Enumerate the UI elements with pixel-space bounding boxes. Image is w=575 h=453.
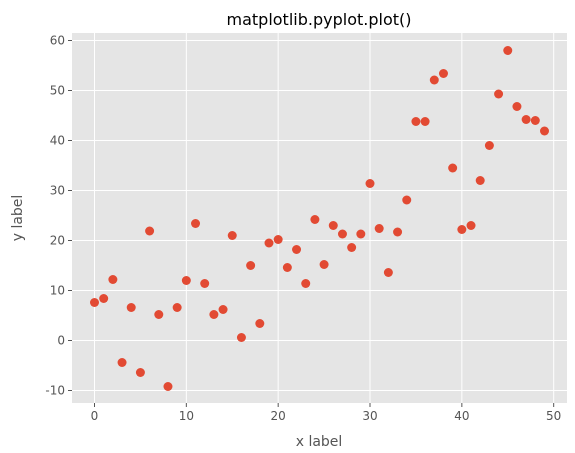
data-point: [191, 219, 201, 228]
data-point: [530, 116, 540, 125]
x-tick-label: 50: [546, 409, 561, 423]
data-point: [337, 229, 347, 239]
y-tick-label: 40: [50, 134, 65, 148]
data-point: [411, 117, 421, 126]
data-point: [466, 221, 476, 230]
y-tick-label: 50: [50, 84, 65, 98]
grid-lines: [72, 33, 567, 403]
data-point: [255, 319, 265, 328]
x-tick-label: 30: [362, 409, 377, 423]
data-point: [328, 221, 338, 230]
data-point: [319, 260, 329, 269]
data-point: [356, 229, 366, 239]
data-point: [99, 294, 109, 303]
y-tick-label: 0: [57, 334, 65, 348]
data-point: [126, 303, 136, 312]
data-point: [181, 276, 191, 285]
chart-title: matplotlib.pyplot.plot(): [227, 10, 412, 29]
data-points: [90, 46, 549, 391]
tick-marks: 0 10 20 30 40 50 -10 0 10 20 30 40 50 60: [45, 34, 561, 424]
data-point: [402, 195, 412, 205]
data-point: [117, 358, 127, 367]
x-axis-label: x label: [296, 434, 343, 450]
data-point: [246, 261, 256, 270]
data-point: [347, 243, 357, 252]
data-point: [154, 310, 164, 319]
data-point: [145, 226, 155, 236]
x-tick-label: 0: [91, 409, 99, 423]
data-point: [90, 298, 99, 307]
y-tick-label: 30: [50, 184, 65, 198]
x-tick-label: 40: [454, 409, 469, 423]
data-point: [521, 115, 531, 124]
data-point: [273, 235, 283, 244]
y-tick-label: 20: [50, 234, 65, 248]
data-point: [135, 368, 145, 377]
data-point: [209, 310, 219, 319]
data-point: [512, 102, 522, 111]
data-point: [393, 227, 403, 237]
data-point: [540, 126, 549, 136]
data-point: [494, 89, 504, 99]
data-point: [236, 333, 246, 342]
data-point: [264, 238, 274, 248]
data-point: [448, 163, 458, 173]
data-point: [282, 263, 292, 272]
data-point: [503, 46, 513, 55]
y-tick-label: -10: [45, 384, 65, 398]
data-point: [163, 382, 173, 391]
data-point: [301, 279, 311, 288]
data-point: [420, 117, 430, 126]
data-point: [374, 224, 384, 233]
data-point: [108, 275, 118, 284]
data-point: [365, 179, 375, 188]
data-point: [475, 176, 485, 185]
x-tick-label: 10: [179, 409, 194, 423]
data-point: [310, 215, 320, 224]
data-point: [227, 231, 237, 240]
data-point: [457, 225, 467, 234]
data-point: [172, 303, 182, 312]
y-axis-label: y label: [10, 195, 26, 242]
y-tick-label: 10: [50, 284, 65, 298]
data-point: [292, 245, 302, 254]
data-point: [429, 75, 439, 85]
plot-background: [72, 33, 567, 403]
x-tick-label: 20: [271, 409, 286, 423]
data-point: [438, 69, 448, 78]
y-tick-label: 60: [50, 34, 65, 48]
data-point: [218, 305, 228, 314]
data-point: [200, 279, 210, 288]
data-point: [383, 268, 393, 277]
data-point: [484, 141, 494, 150]
